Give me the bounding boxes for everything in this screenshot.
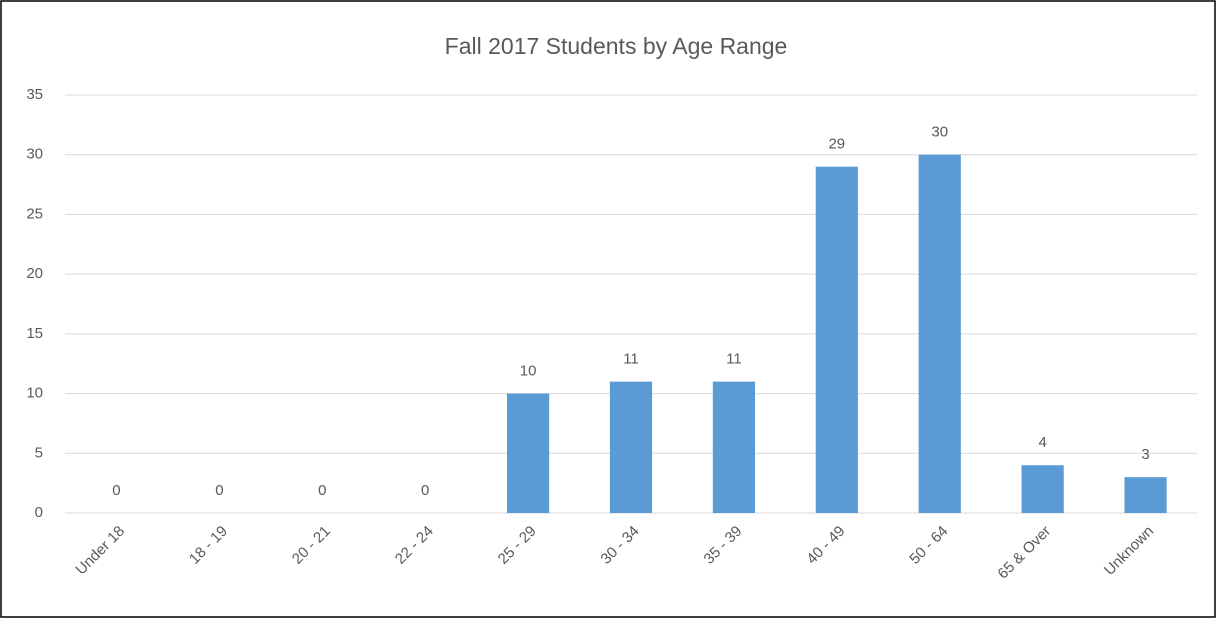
bar	[609, 381, 653, 513]
y-tick-label: 15	[26, 325, 43, 342]
data-label: 0	[421, 482, 429, 499]
y-tick-label: 5	[35, 444, 43, 461]
bar	[506, 393, 550, 513]
bar	[815, 166, 858, 513]
bar	[918, 154, 961, 513]
y-tick-label: 35	[26, 86, 43, 103]
y-tick-label: 20	[26, 265, 43, 282]
data-label: 10	[520, 363, 537, 380]
data-label: 30	[931, 124, 948, 141]
data-label: 3	[1141, 446, 1149, 463]
bar	[712, 381, 756, 513]
bar	[1021, 465, 1064, 513]
y-tick-label: 0	[35, 504, 43, 521]
y-tick-label: 10	[26, 385, 43, 402]
data-label: 29	[828, 136, 845, 153]
y-tick-label: 30	[26, 146, 43, 163]
data-label: 11	[623, 351, 639, 368]
data-label: 0	[215, 482, 223, 499]
bar	[1124, 477, 1167, 513]
chart-title: Fall 2017 Students by Age Range	[445, 33, 788, 59]
data-label: 0	[318, 482, 326, 499]
data-label: 11	[726, 351, 742, 368]
data-label: 0	[112, 482, 120, 499]
y-tick-label: 25	[26, 205, 43, 222]
data-label: 4	[1038, 434, 1046, 451]
